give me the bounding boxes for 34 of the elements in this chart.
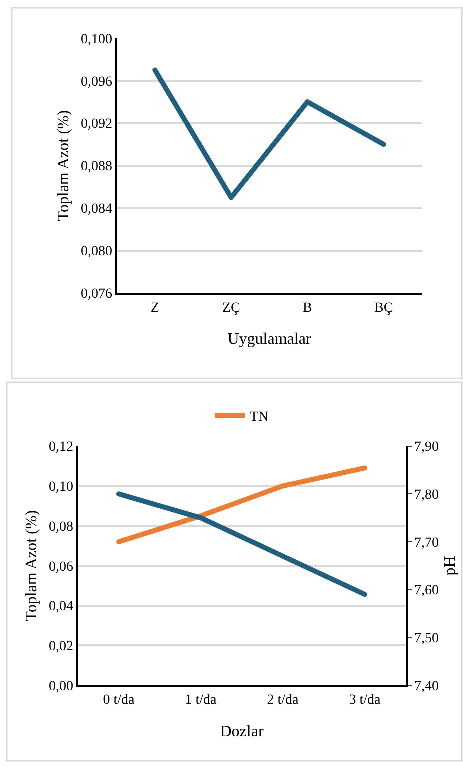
y2-tick-label: 7,80 bbox=[414, 488, 440, 504]
y2-tick-label: 7,40 bbox=[414, 679, 440, 694]
x-tick-label: 3 t/da bbox=[349, 693, 382, 708]
legend-label: TN bbox=[250, 410, 269, 426]
x-tick-label: B bbox=[302, 300, 312, 316]
y2-tick-label: 7,70 bbox=[414, 536, 440, 551]
y2-axis-title: pH bbox=[442, 556, 460, 576]
y2-tick-label: 7,50 bbox=[414, 632, 440, 647]
x-axis-title: Dozlar bbox=[220, 723, 264, 740]
y-tick-label: 0,096 bbox=[80, 74, 112, 90]
y-tick-label: 0,00 bbox=[48, 679, 74, 694]
x-tick-label: 1 t/da bbox=[185, 693, 218, 708]
y-tick-label: 0,02 bbox=[48, 640, 74, 655]
y-tick-label: 0,100 bbox=[80, 32, 112, 48]
x-tick-label: 0 t/da bbox=[103, 693, 136, 708]
y-tick-label: 0,088 bbox=[80, 160, 112, 175]
y2-tick-label: 7,60 bbox=[414, 584, 440, 599]
y-tick-label: 0,076 bbox=[80, 287, 112, 302]
y-axis-title: Toplam Azot (%) bbox=[23, 510, 40, 622]
y-tick-label: 0,04 bbox=[48, 600, 74, 615]
y-tick-label: 0,08 bbox=[48, 520, 74, 535]
y-tick-label: 0,12 bbox=[48, 440, 74, 456]
x-tick-label: 2 t/da bbox=[267, 693, 300, 708]
x-tick-label: BÇ bbox=[374, 300, 394, 316]
x-axis-title: Uygulamalar bbox=[228, 331, 312, 348]
y2-tick-label: 7,90 bbox=[414, 440, 440, 456]
y-tick-label: 0,10 bbox=[48, 480, 74, 496]
y-tick-label: 0,080 bbox=[80, 244, 112, 260]
x-tick-label: ZÇ bbox=[222, 300, 240, 316]
y-tick-label: 0,06 bbox=[48, 560, 74, 575]
y-tick-label: 0,084 bbox=[80, 202, 112, 218]
x-tick-label: Z bbox=[150, 300, 160, 316]
y-axis-title: Toplam Azot (%) bbox=[55, 110, 72, 222]
y-tick-label: 0,092 bbox=[80, 117, 112, 132]
